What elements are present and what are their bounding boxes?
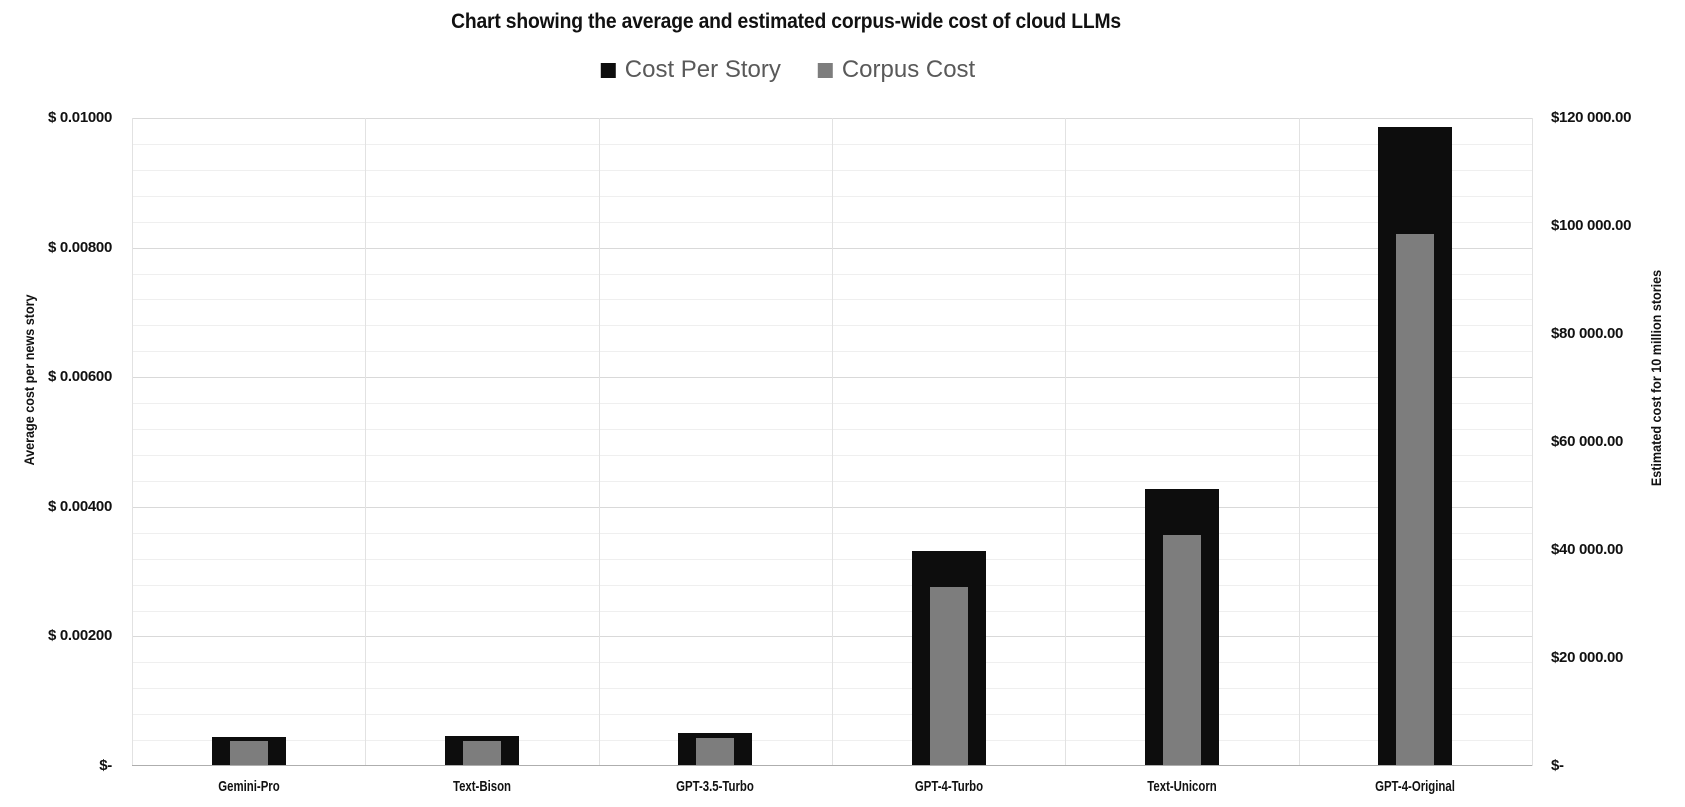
vertical-gridline: [365, 118, 367, 766]
right-axis-title: Estimated cost for 10 million stories: [1648, 269, 1664, 487]
vertical-gridline: [832, 118, 833, 766]
legend: Cost Per Story Corpus Cost: [600, 56, 976, 84]
bar-corpus-cost-gpt-3.5-turbo: [696, 738, 735, 765]
bar-corpus-cost-gpt-4-original: [1396, 233, 1435, 765]
legend-label: Corpus Cost: [841, 56, 976, 83]
right-axis-tick-label: $120 000.00: [1551, 109, 1632, 126]
category-label-gemini-pro: Gemini-Pro: [217, 778, 280, 795]
category-label-gpt-4-original: GPT-4-Original: [1375, 778, 1456, 795]
category-label-gpt-3.5-turbo: GPT-3.5-Turbo: [676, 778, 755, 795]
category-label-text-bison: Text-Bison: [452, 778, 512, 795]
left-axis-tick-label: $ 0.00200: [47, 627, 112, 645]
right-axis-tick-label: $20 000.00: [1551, 649, 1624, 666]
left-axis-tick-label: $-: [99, 757, 112, 774]
legend-item-cost-per-story: Cost Per Story: [600, 56, 781, 84]
vertical-gridline: [1532, 118, 1533, 766]
left-axis-tick-label: $ 0.00400: [47, 497, 112, 515]
left-axis-title: Average cost per news story: [21, 294, 37, 466]
bar-corpus-cost-text-unicorn: [1163, 535, 1201, 765]
legend-swatch-icon: [600, 62, 616, 78]
legend-label: Cost Per Story: [624, 56, 781, 83]
x-axis-line: [132, 765, 1532, 766]
vertical-gridline: [1065, 118, 1067, 766]
category-label-text-unicorn: Text-Unicorn: [1147, 778, 1217, 795]
right-axis-tick-label: $80 000.00: [1551, 325, 1624, 342]
plot-area: [132, 118, 1533, 766]
right-axis-tick-label: $100 000.00: [1551, 217, 1632, 234]
vertical-gridline: [132, 118, 133, 766]
left-axis-tick-label: $ 0.01000: [47, 109, 112, 126]
bar-corpus-cost-text-bison: [463, 740, 501, 765]
right-axis-tick-label: $40 000.00: [1551, 541, 1624, 558]
left-axis-tick-label: $ 0.00800: [47, 238, 112, 256]
right-axis-tick-label: $-: [1551, 757, 1564, 774]
vertical-gridline: [598, 118, 600, 766]
bar-corpus-cost-gemini-pro: [229, 741, 268, 765]
right-axis-tick-label: $60 000.00: [1551, 433, 1624, 450]
left-axis-tick-label: $ 0.00600: [47, 368, 112, 386]
legend-swatch-icon: [817, 62, 833, 78]
vertical-gridline: [1298, 118, 1300, 766]
bar-corpus-cost-gpt-4-turbo: [929, 586, 968, 765]
chart-title: Chart showing the average and estimated …: [422, 10, 1150, 34]
chart-title-text: Chart showing the average and estimated …: [451, 10, 1121, 33]
category-label-gpt-4-turbo: GPT-4-Turbo: [914, 778, 983, 795]
legend-item-corpus-cost: Corpus Cost: [817, 56, 976, 84]
